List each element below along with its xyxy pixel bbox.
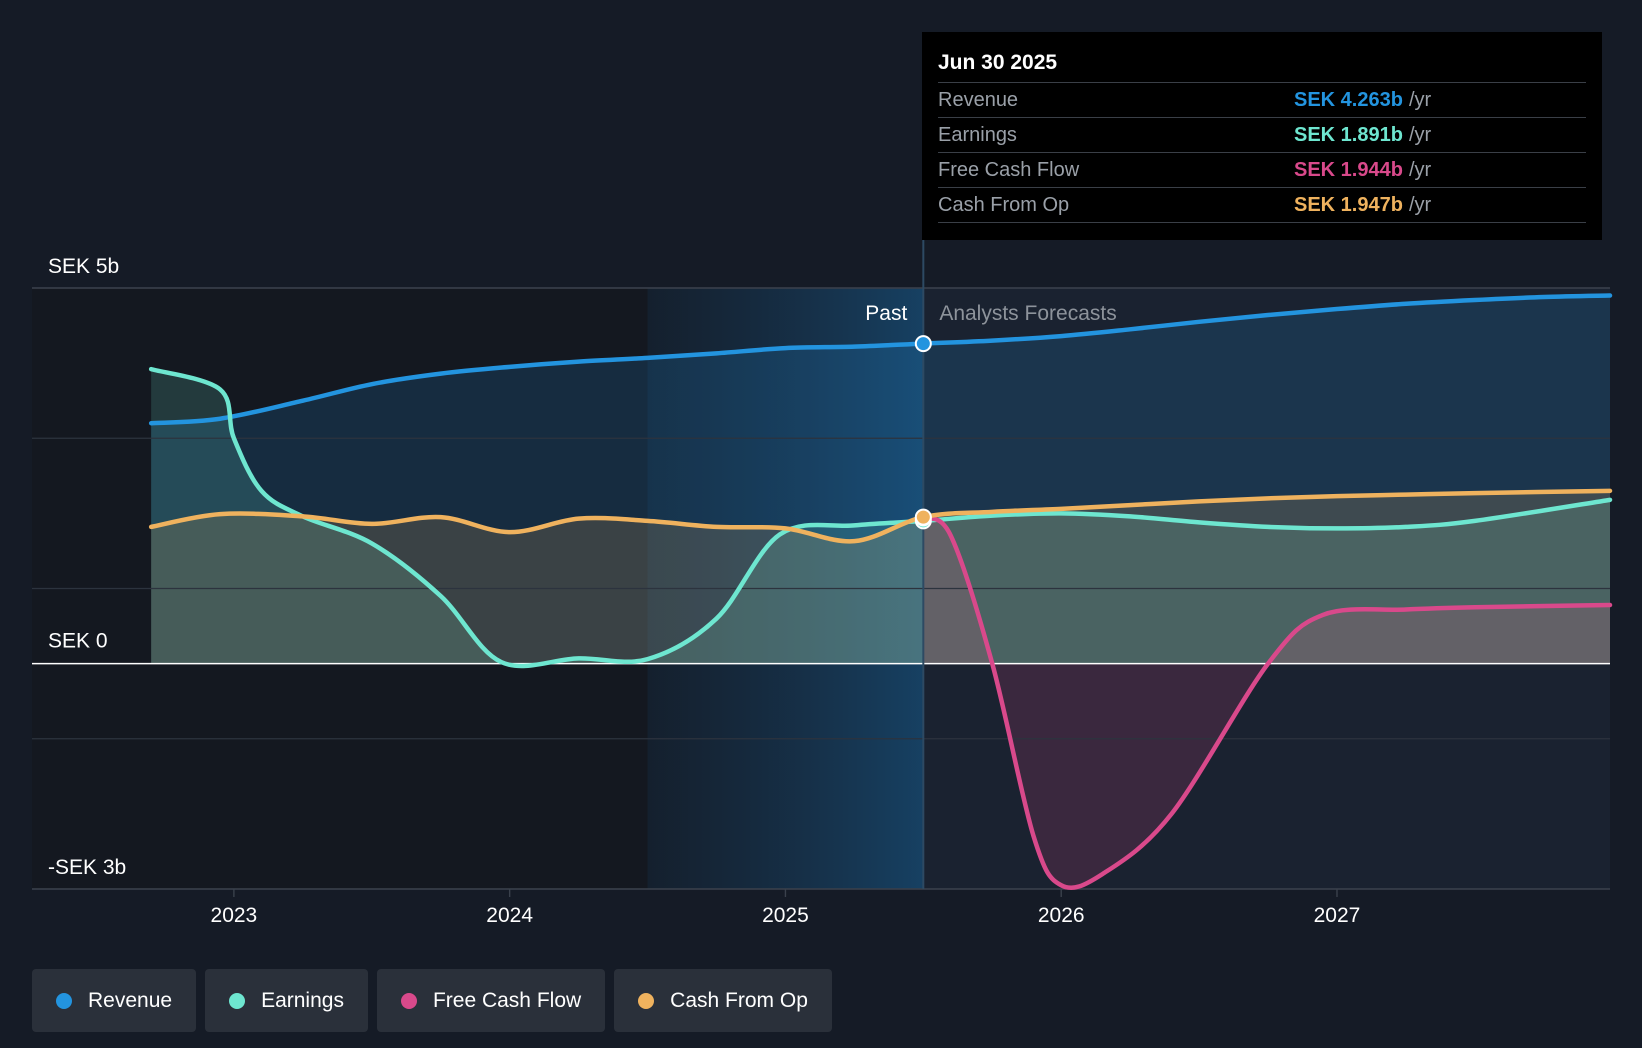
tooltip-row: Free Cash Flow SEK 1.944b/yr — [938, 152, 1586, 187]
x-tick-label: 2026 — [1038, 904, 1085, 927]
legend-item-free-cash-flow[interactable]: Free Cash Flow — [376, 969, 606, 1032]
series-marker — [914, 508, 932, 526]
tooltip-row-unit: /yr — [1408, 159, 1432, 181]
series-marker — [914, 335, 932, 353]
y-tick-label: SEK 0 — [48, 630, 108, 653]
past-label: Past — [865, 302, 907, 325]
tooltip-rows: Revenue SEK 4.263b/yr Earnings SEK 1.891b/y… — [938, 82, 1586, 223]
tooltip-row-value: SEK 1.947b — [1294, 194, 1403, 216]
legend-label: Cash From Op — [670, 988, 808, 1012]
series-line — [921, 515, 1613, 891]
tooltip-row-unit: /yr — [1408, 89, 1432, 111]
x-tick-label: 2024 — [486, 904, 533, 927]
series-line — [148, 293, 1613, 426]
series-area — [151, 295, 1611, 664]
y-tick-label: -SEK 3b — [48, 856, 126, 879]
tooltip: Jun 30 2025 Revenue SEK 4.263b/yr Earnings… — [922, 32, 1602, 240]
tooltip-row-label: Earnings — [938, 124, 1017, 146]
tooltip-row: Earnings SEK 1.891b/yr — [938, 117, 1586, 152]
y-tick-label: SEK 5b — [48, 255, 119, 278]
y-axis-ticks: SEK 5b SEK 0 -SEK 3b — [48, 255, 126, 879]
x-tick-label: 2025 — [762, 904, 809, 927]
series-lines — [148, 293, 1613, 891]
tooltip-row-label: Free Cash Flow — [938, 159, 1080, 181]
legend-dot-icon — [56, 992, 72, 1009]
legend-item-cash-from-op[interactable]: Cash From Op — [614, 969, 832, 1032]
legend-dot-icon — [229, 992, 246, 1009]
series-markers — [914, 335, 932, 530]
tooltip-row-value: SEK 4.263b — [1294, 89, 1403, 111]
tooltip-row-unit: /yr — [1408, 194, 1432, 216]
legend-dot-icon — [638, 992, 655, 1009]
forecast-label: Analysts Forecasts — [939, 302, 1116, 325]
tooltip-row: Revenue SEK 4.263b/yr — [938, 82, 1586, 117]
x-axis-ticks: 2023 2024 2025 2026 2027 — [211, 889, 1361, 927]
tooltip-row: Cash From Op SEK 1.947b/yr — [938, 187, 1586, 223]
tooltip-row-unit: /yr — [1408, 124, 1432, 146]
x-tick-label: 2027 — [1314, 904, 1361, 927]
x-tick-label: 2023 — [211, 904, 258, 927]
legend-label: Free Cash Flow — [432, 988, 582, 1012]
legend-label: Revenue — [88, 988, 173, 1012]
series-line — [148, 488, 1613, 544]
series-area — [151, 369, 1611, 667]
tooltip-row-label: Revenue — [938, 89, 1019, 111]
tooltip-date: Jun 30 2025 — [938, 51, 1058, 74]
legend-label: Earnings — [261, 988, 344, 1012]
legend: Revenue Earnings Free Cash Flow Cash From O… — [32, 969, 832, 1032]
tooltip-row-label: Cash From Op — [938, 194, 1070, 216]
tooltip-row-value: SEK 1.891b — [1294, 124, 1403, 146]
legend-item-revenue[interactable]: Revenue — [32, 969, 197, 1032]
gridlines — [32, 287, 1610, 890]
legend-dot-icon — [400, 992, 417, 1009]
legend-item-earnings[interactable]: Earnings — [205, 969, 368, 1032]
tooltip-row-value: SEK 1.944b — [1294, 159, 1403, 181]
